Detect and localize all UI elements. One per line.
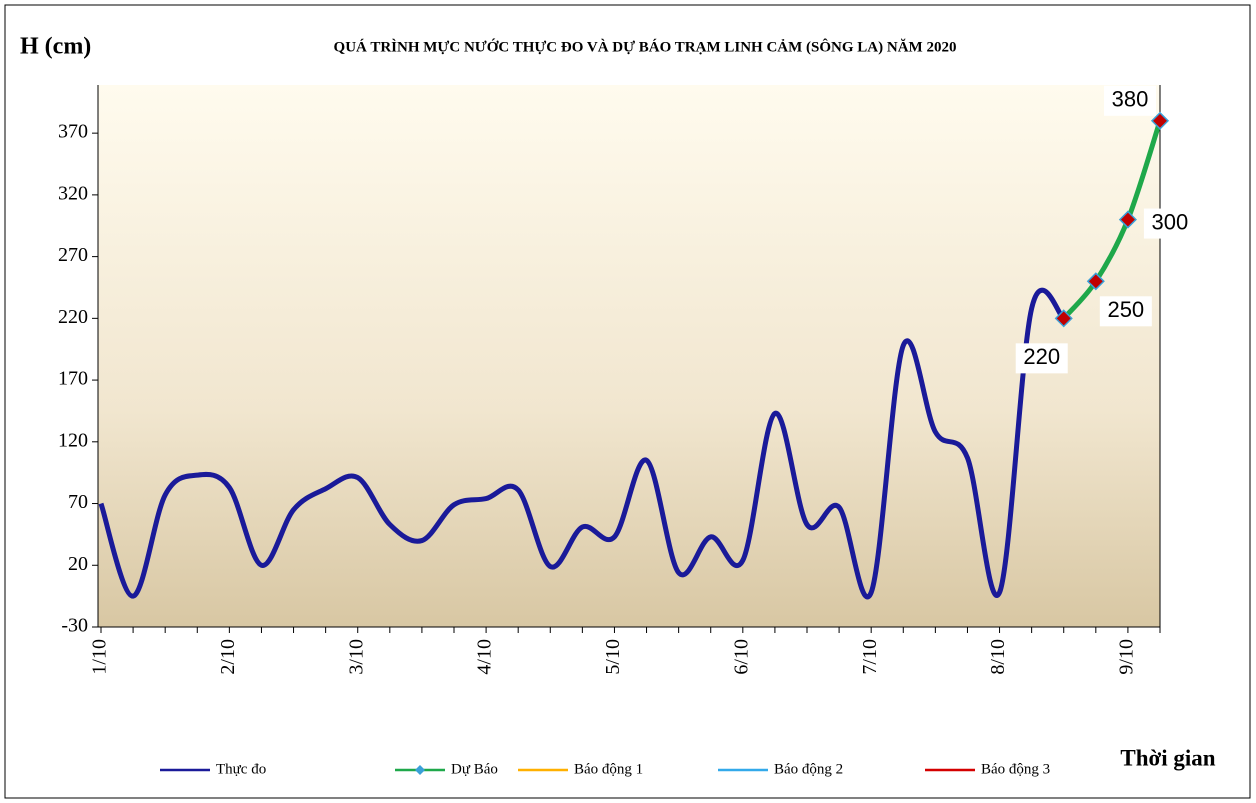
marker	[1054, 309, 1073, 328]
data-label-box	[1015, 343, 1068, 374]
marker	[1086, 272, 1105, 291]
x-tick-label: 7/10	[859, 639, 881, 675]
x-tick-label: 1/10	[89, 639, 111, 675]
data-label: 300	[1152, 209, 1189, 234]
x-tick-label: 5/10	[602, 639, 624, 675]
marker	[1118, 210, 1137, 229]
y-tick-label: 370	[58, 121, 88, 143]
legend-label: Báo động 3	[981, 761, 1050, 777]
data-label: 250	[1107, 297, 1144, 322]
y-axis-title: H (cm)	[20, 34, 91, 60]
data-label: 380	[1112, 87, 1149, 112]
legend-label: Thực đo	[216, 761, 266, 777]
data-label-box	[1104, 85, 1156, 116]
y-tick-label: -30	[61, 615, 88, 637]
legend-label: Báo động 2	[774, 761, 843, 777]
x-tick-label: 2/10	[217, 639, 239, 675]
marker	[1150, 111, 1170, 130]
y-tick-label: 320	[58, 182, 88, 204]
legend-marker	[415, 765, 425, 775]
legend-label: Báo động 1	[574, 761, 643, 777]
data-label-box	[1143, 208, 1196, 239]
series-line	[98, 287, 1066, 600]
y-tick-label: 220	[58, 306, 88, 328]
y-tick-label: 20	[68, 553, 88, 575]
x-tick-label: 4/10	[474, 639, 496, 675]
series-line	[1061, 120, 1163, 321]
x-tick-label: 6/10	[730, 639, 752, 675]
data-label-box	[1099, 296, 1152, 327]
y-tick-label: 70	[68, 491, 88, 513]
y-tick-label: 170	[58, 368, 88, 390]
x-tick-label: 9/10	[1116, 639, 1138, 675]
y-tick-label: 270	[58, 244, 88, 266]
x-axis-title: Thời gian	[1120, 745, 1215, 770]
chart-title: QUÁ TRÌNH MỰC NƯỚC THỰC ĐO VÀ DỰ BÁO TRẠ…	[334, 38, 957, 55]
y-tick-label: 120	[58, 429, 88, 451]
data-label: 220	[1023, 344, 1060, 369]
x-tick-label: 3/10	[345, 639, 367, 675]
plot-area	[98, 85, 1160, 627]
x-tick-label: 8/10	[987, 639, 1009, 675]
legend-label: Dự Báo	[451, 761, 498, 777]
